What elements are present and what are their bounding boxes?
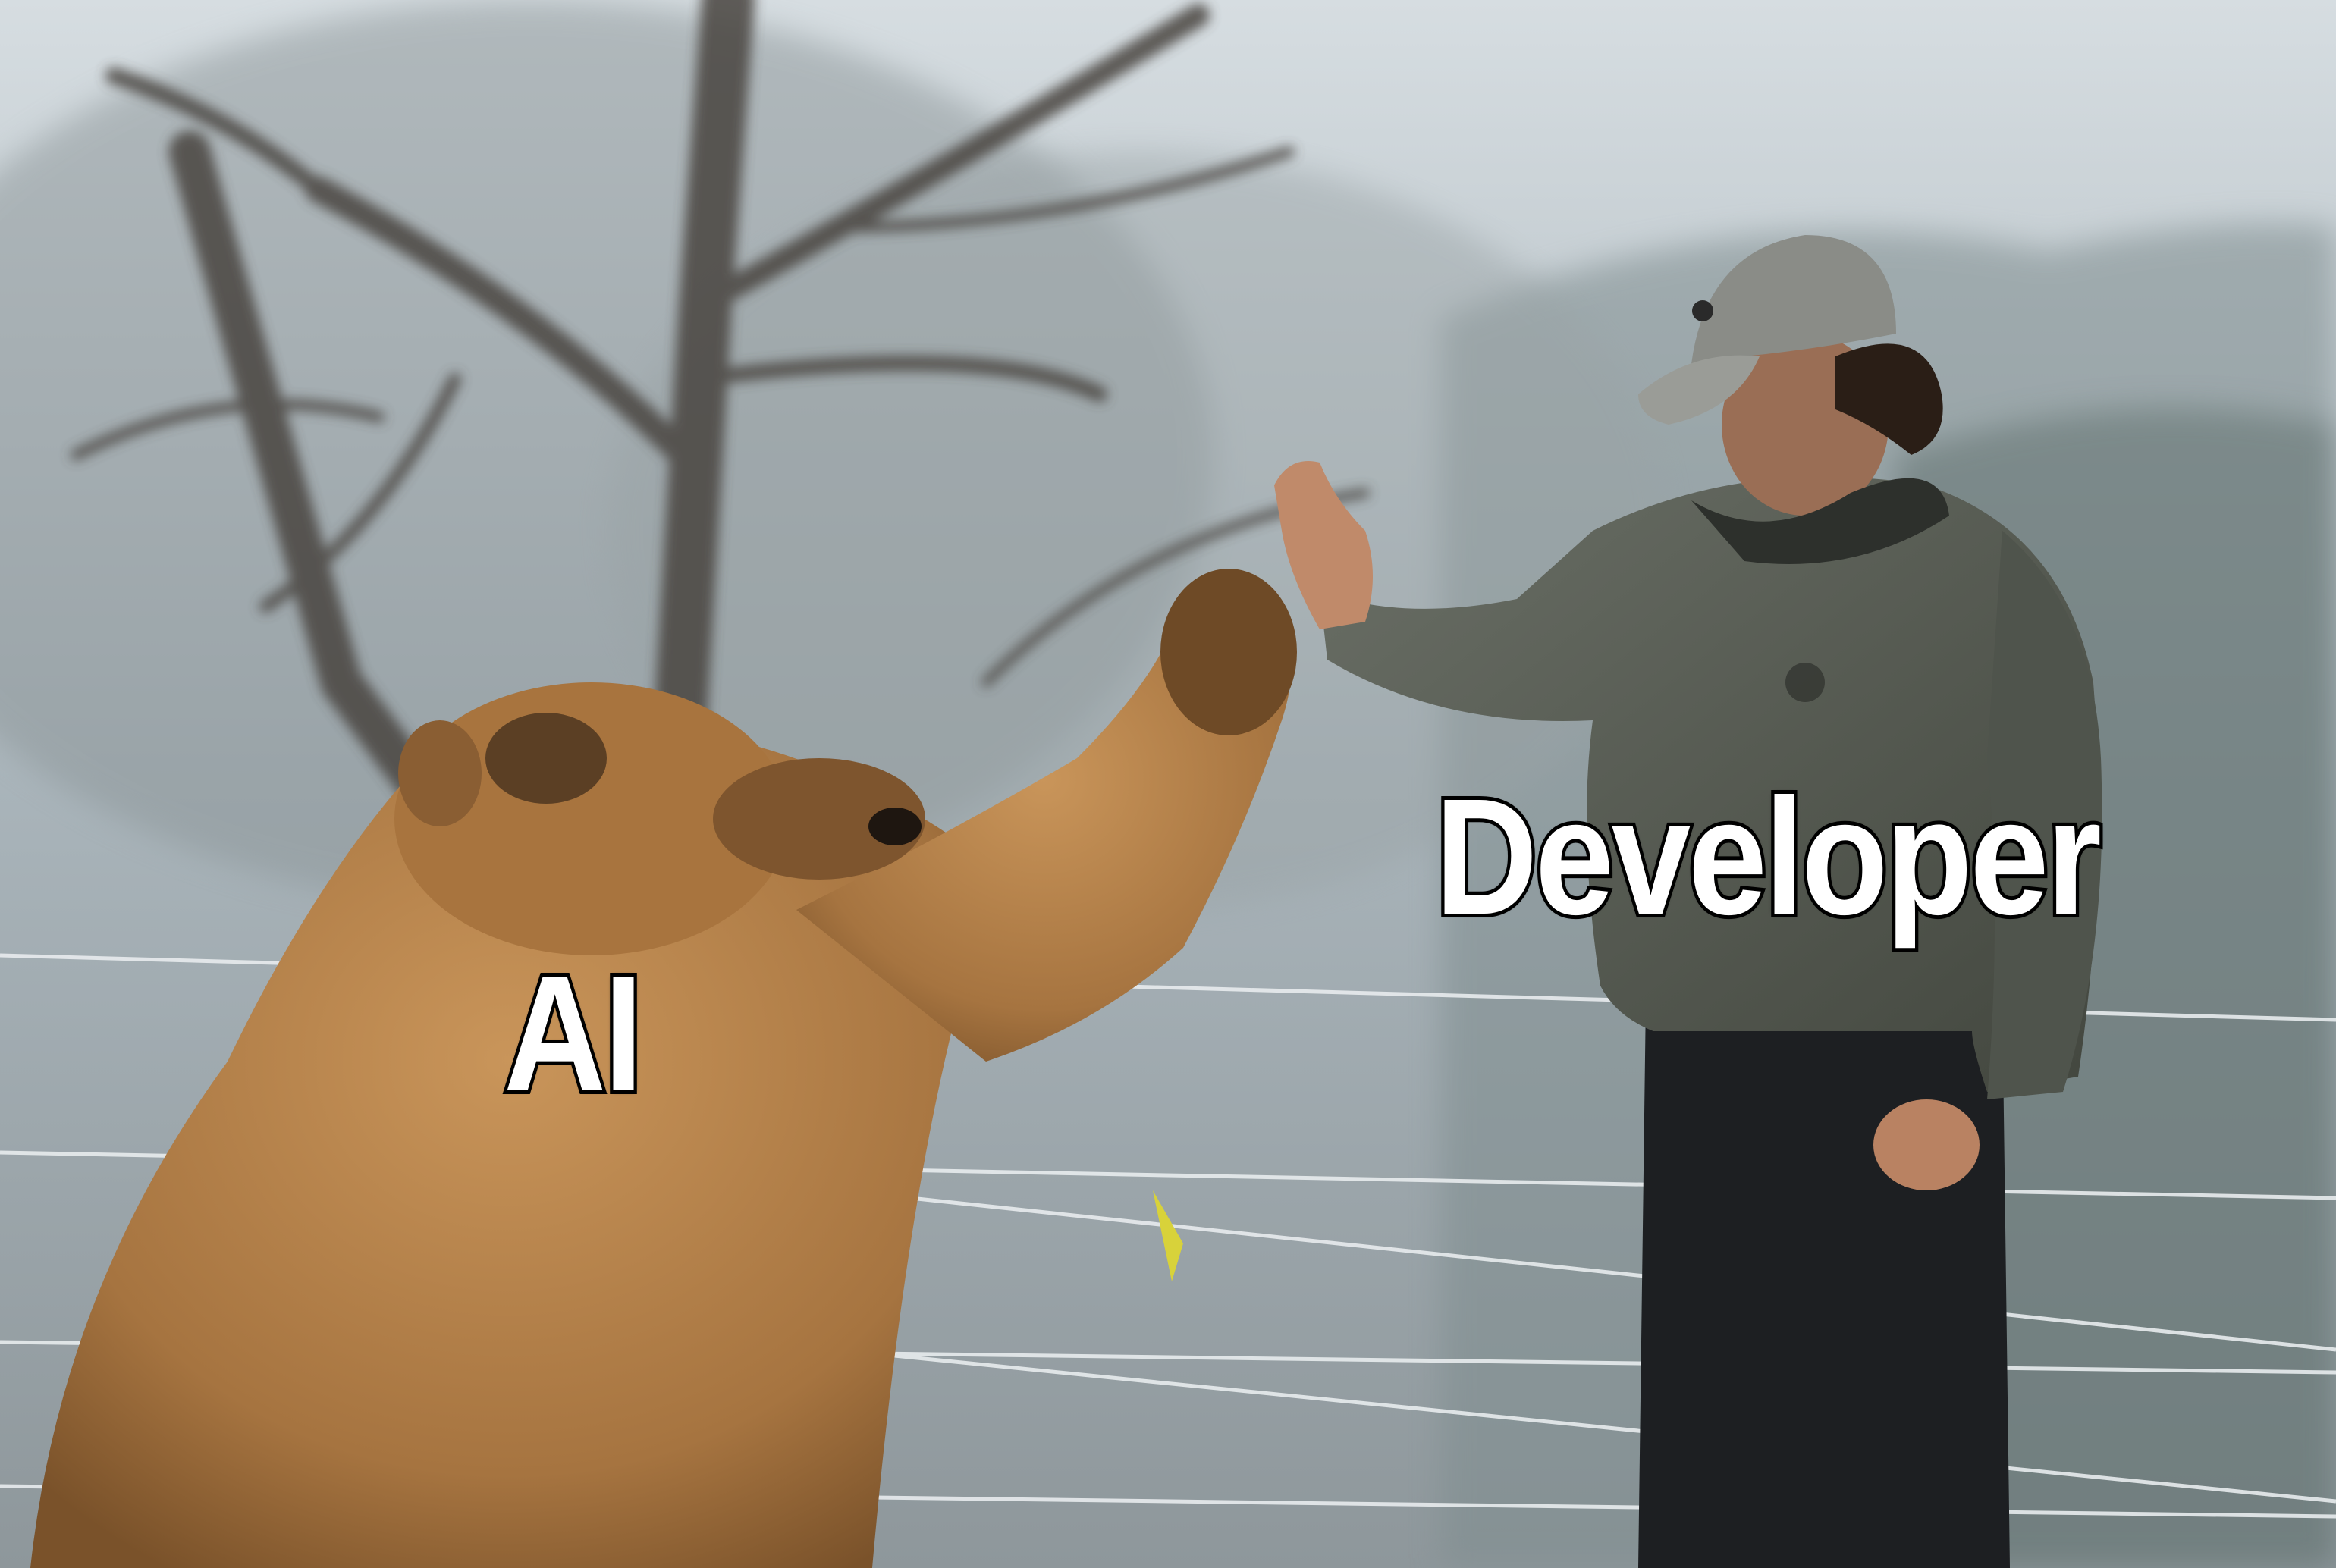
developer-caption: Developer [1432,765,2105,949]
bear-caption: AI [501,942,647,1126]
